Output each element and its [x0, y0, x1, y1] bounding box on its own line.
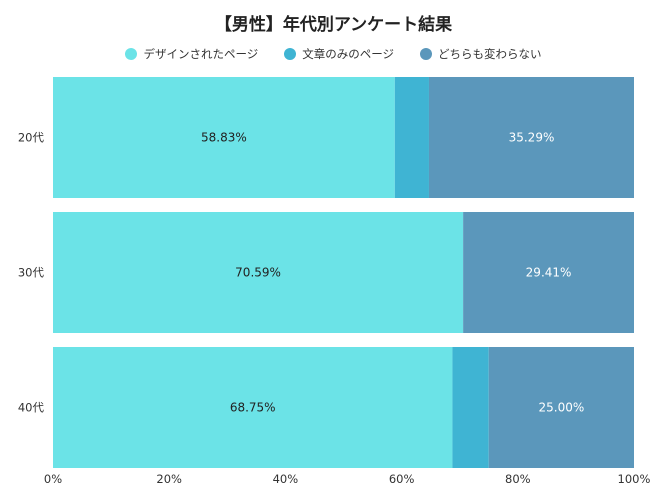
legend-swatch-icon — [420, 48, 433, 60]
legend-label: どちらも変わらない — [438, 47, 542, 61]
bar-segment — [53, 212, 464, 333]
legend-swatch-icon — [125, 48, 138, 60]
legend-swatch-icon — [284, 48, 297, 60]
category-label: 40代 — [18, 401, 45, 415]
bar-segment — [394, 77, 429, 198]
x-tick-label: 100% — [618, 472, 651, 486]
data-label: 68.75% — [230, 401, 276, 415]
data-label: 70.59% — [235, 266, 281, 280]
x-tick-label: 40% — [273, 472, 299, 486]
legend-item: デザインされたページ — [125, 46, 258, 62]
legend-item: どちらも変わらない — [420, 46, 542, 62]
bar-segment — [452, 347, 489, 468]
bar-segment — [53, 77, 395, 198]
data-label: 25.00% — [538, 401, 584, 415]
x-tick-label: 0% — [44, 472, 62, 486]
x-tick-label: 60% — [389, 472, 415, 486]
bar-segment — [428, 77, 634, 198]
data-label: 58.83% — [201, 131, 247, 145]
data-label: 29.41% — [526, 266, 572, 280]
category-label: 20代 — [18, 131, 45, 145]
x-tick-label: 80% — [505, 472, 531, 486]
bar-segment — [488, 347, 634, 468]
chart-title: 【男性】年代別アンケート結果 — [214, 15, 453, 35]
bar-segment — [463, 212, 634, 333]
bar-segment — [53, 347, 453, 468]
category-label: 30代 — [18, 266, 45, 280]
legend-label: 文章のみのページ — [302, 47, 395, 61]
legend: デザインされたページ 文章のみのページ どちらも変わらない — [0, 46, 667, 62]
legend-item: 文章のみのページ — [284, 46, 394, 62]
legend-label: デザインされたページ — [143, 47, 259, 61]
x-tick-label: 20% — [156, 472, 182, 486]
data-label: 35.29% — [509, 131, 555, 145]
